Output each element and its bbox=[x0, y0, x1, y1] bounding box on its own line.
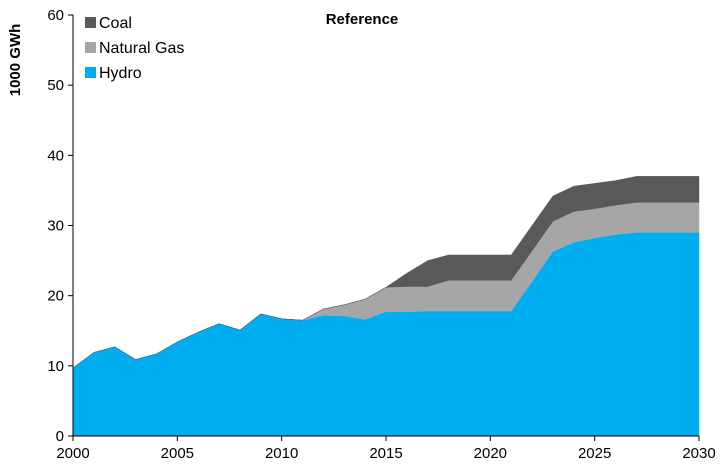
x-tick-label: 2015 bbox=[369, 445, 402, 462]
y-tick-label: 50 bbox=[47, 77, 64, 94]
x-tick-label: 2020 bbox=[474, 445, 507, 462]
area-hydro bbox=[72, 232, 700, 437]
x-tick-label: 2000 bbox=[56, 445, 89, 462]
x-tick-label: 2030 bbox=[682, 445, 715, 462]
chart-title: Reference bbox=[326, 11, 399, 28]
y-axis-title: 1000 GWh bbox=[7, 24, 24, 97]
legend-label-hydro: Hydro bbox=[99, 65, 142, 82]
y-tick-label: 60 bbox=[47, 7, 64, 24]
x-tick-label: 2005 bbox=[161, 445, 194, 462]
area-coal bbox=[72, 176, 700, 369]
x-tick-group: 2000 2005 2010 2015 2020 2025 2030 bbox=[56, 436, 716, 462]
y-tick-label: 0 bbox=[56, 428, 64, 445]
area-series-group bbox=[72, 176, 700, 437]
y-tick-label: 20 bbox=[47, 288, 64, 305]
y-tick-group: 0 10 20 30 40 50 60 bbox=[47, 7, 73, 445]
x-tick-label: 2025 bbox=[578, 445, 611, 462]
legend: Coal Natural Gas Hydro bbox=[85, 15, 184, 82]
legend-label-natural-gas: Natural Gas bbox=[99, 40, 184, 57]
legend-swatch-hydro bbox=[85, 67, 96, 78]
legend-swatch-natural-gas bbox=[85, 42, 96, 53]
x-tick-label: 2010 bbox=[265, 445, 298, 462]
y-tick-label: 40 bbox=[47, 147, 64, 164]
y-tick-label: 10 bbox=[47, 358, 64, 375]
y-tick-label: 30 bbox=[47, 218, 64, 235]
legend-swatch-coal bbox=[85, 17, 96, 28]
legend-label-coal: Coal bbox=[99, 15, 132, 32]
